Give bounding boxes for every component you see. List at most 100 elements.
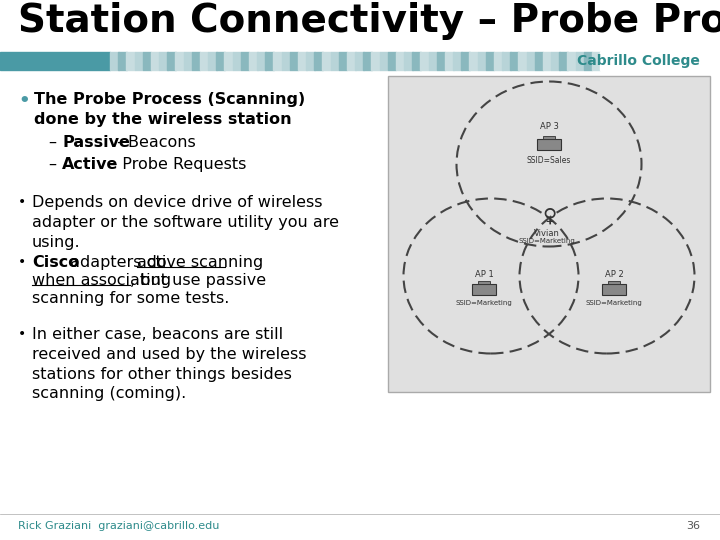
Bar [135, 52, 143, 70]
Bar [184, 52, 192, 70]
Bar [208, 52, 217, 70]
Text: •: • [18, 255, 26, 269]
Bar [396, 52, 405, 70]
Bar [265, 52, 274, 70]
Bar [338, 52, 347, 70]
Text: 36: 36 [686, 521, 700, 531]
Text: AP 1: AP 1 [474, 270, 493, 279]
Text: Station Connectivity – Probe Process: Station Connectivity – Probe Process [18, 2, 720, 40]
Bar [543, 136, 555, 138]
Text: AP 2: AP 2 [605, 270, 624, 279]
Bar [602, 284, 626, 294]
Text: Active: Active [62, 157, 118, 172]
Bar [388, 76, 710, 392]
Bar [477, 52, 486, 70]
Bar [379, 52, 388, 70]
Text: ♀: ♀ [542, 206, 556, 226]
Text: •: • [18, 92, 30, 110]
Bar [486, 52, 495, 70]
Text: when associating: when associating [32, 273, 171, 288]
Bar [355, 52, 364, 70]
Text: AP 3: AP 3 [539, 122, 559, 131]
Text: scanning for some tests.: scanning for some tests. [32, 291, 230, 306]
Bar [502, 52, 510, 70]
Text: Rick Graziani  graziani@cabrillo.edu: Rick Graziani graziani@cabrillo.edu [18, 521, 220, 531]
Bar [225, 52, 233, 70]
Bar [472, 284, 496, 294]
Bar [216, 52, 225, 70]
Text: Cisco: Cisco [32, 255, 79, 270]
Bar [494, 52, 503, 70]
Bar [453, 52, 462, 70]
Text: - Beacons: - Beacons [112, 135, 196, 150]
Bar [567, 52, 576, 70]
Bar [584, 52, 593, 70]
Bar [420, 52, 429, 70]
Bar [289, 52, 298, 70]
Text: In either case, beacons are still
received and used by the wireless
stations for: In either case, beacons are still receiv… [32, 327, 307, 401]
Bar [387, 52, 396, 70]
Bar [592, 52, 600, 70]
Bar [478, 280, 490, 284]
Bar [176, 52, 184, 70]
Bar [575, 52, 584, 70]
Bar [274, 52, 282, 70]
Bar [535, 52, 544, 70]
Text: adapters do: adapters do [65, 255, 172, 270]
Text: Depends on device drive of wireless
adapter or the software utility you are
usin: Depends on device drive of wireless adap… [32, 195, 339, 249]
Bar [518, 52, 527, 70]
Bar [510, 52, 519, 70]
Bar [559, 52, 568, 70]
Bar [412, 52, 420, 70]
Text: Cabrillo College: Cabrillo College [577, 54, 700, 68]
Bar [469, 52, 478, 70]
Text: Passive: Passive [62, 135, 130, 150]
Text: –: – [48, 135, 56, 150]
Text: SSID=Sales: SSID=Sales [527, 156, 571, 165]
Bar [257, 52, 266, 70]
Bar [330, 52, 339, 70]
Bar [551, 52, 559, 70]
Bar [404, 52, 413, 70]
Bar [240, 52, 249, 70]
Bar [323, 52, 331, 70]
Bar [347, 52, 356, 70]
Bar [608, 280, 620, 284]
Bar [159, 52, 168, 70]
Bar [167, 52, 176, 70]
Text: Vivian: Vivian [534, 229, 560, 238]
Text: •: • [18, 195, 26, 209]
Bar [150, 52, 160, 70]
Bar [126, 52, 135, 70]
Bar [249, 52, 258, 70]
Bar [428, 52, 437, 70]
Bar [600, 52, 720, 70]
Bar [314, 52, 323, 70]
Bar [110, 52, 119, 70]
Bar [436, 52, 446, 70]
Text: •: • [18, 327, 26, 341]
Bar [200, 52, 209, 70]
Bar [537, 138, 561, 150]
Bar [192, 52, 200, 70]
Bar [0, 52, 110, 70]
Bar [143, 52, 151, 70]
Bar [363, 52, 372, 70]
Bar [306, 52, 315, 70]
Bar [118, 52, 127, 70]
Bar [233, 52, 241, 70]
Bar [462, 52, 470, 70]
Bar [526, 52, 535, 70]
Bar [282, 52, 290, 70]
Text: – Probe Requests: – Probe Requests [104, 157, 246, 172]
Text: SSID=Marketing: SSID=Marketing [456, 300, 513, 306]
Bar [372, 52, 380, 70]
Text: SSID=Marketing: SSID=Marketing [518, 238, 575, 244]
Text: –: – [48, 157, 56, 172]
Text: SSID=Marketing: SSID=Marketing [585, 300, 642, 306]
Text: The Probe Process (Scanning)
done by the wireless station: The Probe Process (Scanning) done by the… [34, 92, 305, 127]
Text: , but use passive: , but use passive [130, 273, 266, 288]
Text: active scanning: active scanning [137, 255, 264, 270]
Bar [298, 52, 307, 70]
Bar [445, 52, 454, 70]
